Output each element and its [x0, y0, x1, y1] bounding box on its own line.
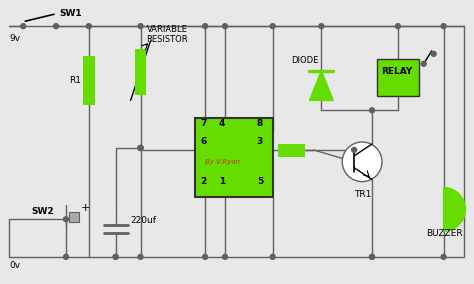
Circle shape	[370, 254, 374, 259]
Circle shape	[202, 254, 208, 259]
Circle shape	[395, 24, 401, 29]
Text: BUZZER: BUZZER	[426, 229, 462, 238]
Text: 1: 1	[219, 177, 225, 185]
Circle shape	[54, 24, 58, 29]
Circle shape	[441, 254, 446, 259]
Text: SW1: SW1	[59, 9, 82, 18]
Text: 9v: 9v	[9, 34, 20, 43]
Circle shape	[138, 145, 143, 151]
Circle shape	[222, 24, 228, 29]
Wedge shape	[444, 187, 465, 231]
Circle shape	[113, 254, 118, 259]
Text: 2: 2	[200, 177, 206, 185]
Circle shape	[370, 108, 374, 113]
Bar	[278, 144, 305, 157]
Circle shape	[441, 24, 446, 29]
Bar	[83, 56, 95, 105]
Circle shape	[370, 254, 374, 259]
Circle shape	[342, 142, 382, 181]
Text: DIODE: DIODE	[292, 56, 319, 65]
Text: VARIABLE
RESISTOR: VARIABLE RESISTOR	[146, 25, 188, 44]
Text: 0v: 0v	[9, 261, 20, 270]
Circle shape	[64, 217, 68, 222]
Circle shape	[86, 24, 91, 29]
Circle shape	[431, 51, 436, 56]
Bar	[69, 212, 79, 222]
Text: 7: 7	[200, 119, 207, 128]
Text: +: +	[81, 203, 90, 213]
Circle shape	[138, 145, 143, 151]
Circle shape	[113, 254, 118, 259]
Circle shape	[138, 24, 143, 29]
Circle shape	[319, 24, 324, 29]
Circle shape	[270, 24, 275, 29]
Text: 220uf: 220uf	[130, 216, 156, 225]
Circle shape	[21, 24, 26, 29]
Text: 4: 4	[219, 119, 226, 128]
Circle shape	[202, 24, 208, 29]
Bar	[377, 59, 419, 97]
Bar	[195, 118, 273, 197]
Text: 8: 8	[257, 119, 263, 128]
Text: TR1: TR1	[354, 189, 372, 199]
Circle shape	[352, 147, 356, 153]
Text: RELAY: RELAY	[381, 67, 412, 76]
Text: R1: R1	[69, 76, 81, 85]
Circle shape	[138, 145, 143, 151]
Text: 6: 6	[200, 137, 206, 146]
Text: By V.Ryan: By V.Ryan	[205, 159, 240, 165]
Circle shape	[222, 254, 228, 259]
Circle shape	[421, 61, 426, 66]
Text: 3: 3	[257, 137, 263, 146]
Circle shape	[138, 254, 143, 259]
Polygon shape	[310, 71, 333, 101]
Circle shape	[270, 254, 275, 259]
Bar	[135, 49, 146, 95]
Circle shape	[64, 254, 68, 259]
Text: 5: 5	[257, 177, 263, 185]
Text: SW2: SW2	[31, 207, 54, 216]
